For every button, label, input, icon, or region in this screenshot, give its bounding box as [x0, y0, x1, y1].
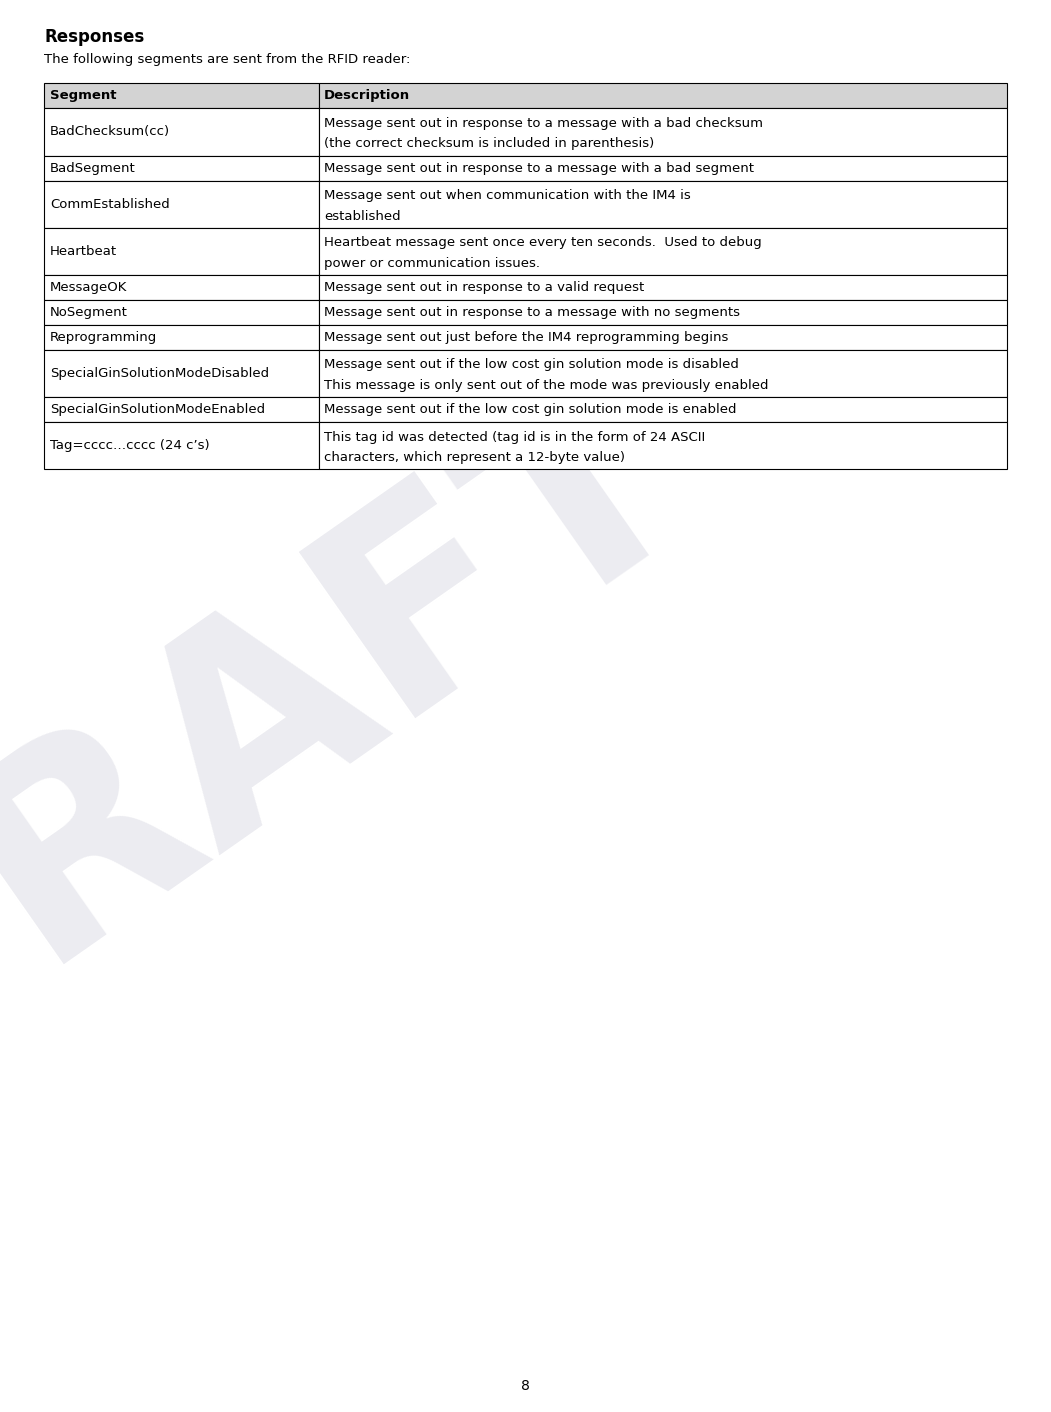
Bar: [44, 350, 318, 397]
Text: Message sent out in response to a message with a bad checksum: Message sent out in response to a messag…: [324, 117, 763, 130]
Bar: [44, 109, 318, 155]
Bar: [318, 181, 1007, 227]
Text: Message sent out if the low cost gin solution mode is disabled: Message sent out if the low cost gin sol…: [324, 359, 739, 371]
Bar: [44, 275, 318, 299]
Text: Message sent out just before the IM4 reprogramming begins: Message sent out just before the IM4 rep…: [324, 330, 728, 345]
Text: Tag=cccc…cccc (24 c’s): Tag=cccc…cccc (24 c’s): [50, 439, 209, 452]
Text: This tag id was detected (tag id is in the form of 24 ASCII: This tag id was detected (tag id is in t…: [324, 431, 705, 443]
Bar: [44, 181, 318, 227]
Text: Message sent out in response to a message with no segments: Message sent out in response to a messag…: [324, 306, 740, 319]
Text: This message is only sent out of the mode was previously enabled: This message is only sent out of the mod…: [324, 380, 768, 393]
Bar: [318, 227, 1007, 275]
Text: power or communication issues.: power or communication issues.: [324, 257, 540, 270]
Text: Message sent out in response to a message with a bad segment: Message sent out in response to a messag…: [324, 161, 755, 175]
Bar: [318, 83, 1007, 109]
Text: NoSegment: NoSegment: [50, 306, 128, 319]
Bar: [318, 350, 1007, 397]
Text: Responses: Responses: [44, 28, 145, 45]
Text: established: established: [324, 210, 400, 223]
Bar: [44, 155, 318, 181]
Text: BadSegment: BadSegment: [50, 161, 136, 175]
Text: SpecialGinSolutionModeDisabled: SpecialGinSolutionModeDisabled: [50, 367, 269, 380]
Bar: [318, 299, 1007, 325]
Bar: [44, 83, 318, 109]
Text: Message sent out when communication with the IM4 is: Message sent out when communication with…: [324, 189, 691, 202]
Text: Heartbeat: Heartbeat: [50, 244, 117, 258]
Text: Reprogramming: Reprogramming: [50, 330, 158, 345]
Bar: [318, 155, 1007, 181]
Text: SpecialGinSolutionModeEnabled: SpecialGinSolutionModeEnabled: [50, 404, 265, 417]
Text: MessageOK: MessageOK: [50, 281, 127, 294]
Bar: [44, 227, 318, 275]
Text: Description: Description: [324, 89, 410, 102]
Bar: [44, 325, 318, 350]
Bar: [44, 299, 318, 325]
Text: DRAFT: DRAFT: [0, 326, 734, 1142]
Bar: [318, 109, 1007, 155]
Bar: [318, 422, 1007, 469]
Text: characters, which represent a 12-byte value): characters, which represent a 12-byte va…: [324, 452, 625, 465]
Text: (the correct checksum is included in parenthesis): (the correct checksum is included in par…: [324, 137, 655, 151]
Text: The following segments are sent from the RFID reader:: The following segments are sent from the…: [44, 52, 411, 66]
Text: Heartbeat message sent once every ten seconds.  Used to debug: Heartbeat message sent once every ten se…: [324, 236, 762, 249]
Text: Segment: Segment: [50, 89, 117, 102]
Text: Message sent out if the low cost gin solution mode is enabled: Message sent out if the low cost gin sol…: [324, 404, 737, 417]
Bar: [318, 397, 1007, 422]
Text: BadChecksum(cc): BadChecksum(cc): [50, 126, 170, 138]
Bar: [44, 397, 318, 422]
Text: CommEstablished: CommEstablished: [50, 198, 170, 210]
Text: Message sent out in response to a valid request: Message sent out in response to a valid …: [324, 281, 644, 294]
Text: 8: 8: [521, 1378, 530, 1392]
Bar: [44, 422, 318, 469]
Bar: [318, 325, 1007, 350]
Bar: [318, 275, 1007, 299]
